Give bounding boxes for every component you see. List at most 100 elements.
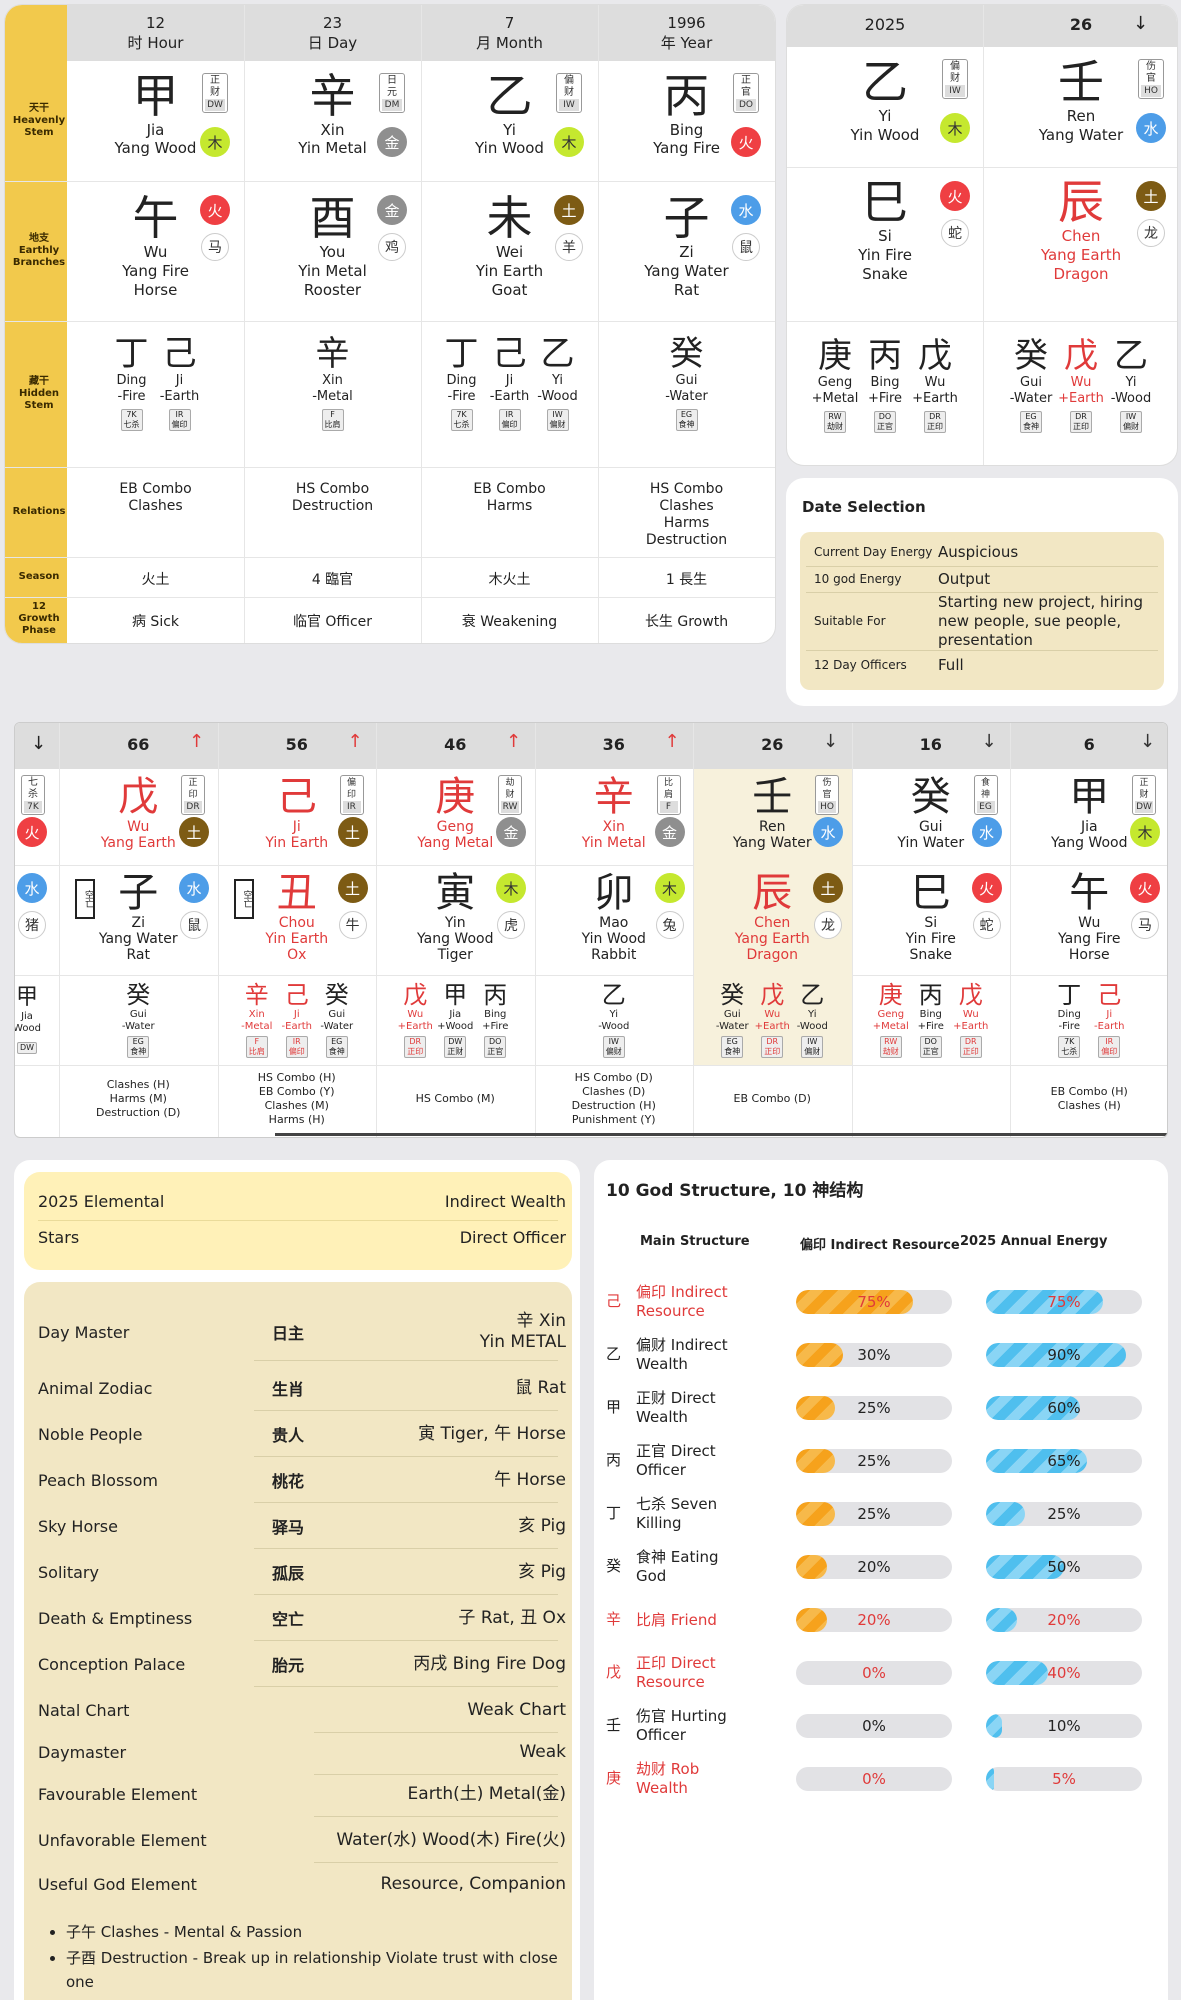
profile-key-zh: 贵人 bbox=[272, 1426, 305, 1445]
earthly-branch: 子 Zi Yang Water Rat bbox=[644, 191, 729, 299]
annual-chart-card: 2025 乙 Yi Yin Wood 偏财 IW 木巳 Si Yin Fire Snake 火蛇庚 G… bbox=[786, 4, 1178, 466]
date-row-value: Full bbox=[938, 655, 964, 674]
element-icon: 水 bbox=[17, 873, 47, 903]
annual-energy-bar: 20% bbox=[986, 1608, 1142, 1632]
profile-value: 辛 Xin Yin METAL bbox=[479, 1311, 566, 1352]
luck-branch: 辰 Chen Yang Earth Dragon bbox=[734, 870, 810, 963]
ten-god-tag: 偏印 IR bbox=[339, 775, 364, 815]
note-item: 午未 EB Combo - Fire bbox=[66, 1996, 566, 2000]
profile-key: Sky Horse bbox=[38, 1516, 118, 1536]
zodiac-icon: 鼠 bbox=[180, 911, 208, 939]
profile-value: 亥 Pig bbox=[518, 1515, 566, 1536]
luck-age: 16 bbox=[919, 735, 942, 754]
god-char: 壬 bbox=[606, 1716, 622, 1734]
hidden-stem: 庚 Geng +Metal RW 劫财 bbox=[811, 336, 859, 433]
luck-relations: EB Combo (D) bbox=[733, 1092, 811, 1105]
element-icon: 火 bbox=[971, 873, 1002, 903]
profile-key-zh: 日主 bbox=[272, 1324, 305, 1343]
row-divider bbox=[314, 1774, 558, 1775]
luck-stem: 戊 Wu Yang Earth bbox=[100, 774, 176, 851]
luck-branch: 卯 Mao Yin Wood Rabbit bbox=[581, 870, 646, 963]
ten-god-tag: 偏财 IW bbox=[556, 73, 582, 113]
arrow-down-icon[interactable]: ↓ bbox=[1133, 13, 1149, 34]
hidden-stem: 戊 Wu +Earth DR 正印 bbox=[397, 981, 433, 1058]
element-icon: 木 bbox=[200, 127, 230, 157]
arrow-down-icon[interactable]: ↓ bbox=[1140, 731, 1156, 752]
ten-god-tag: 正印 DR bbox=[181, 775, 205, 815]
hidden-stem: 丁 Ding -Fire 7K 七杀 bbox=[1057, 981, 1082, 1058]
profile-key-zh: 生肖 bbox=[272, 1380, 305, 1399]
hidden-stem: 辛 Xin -Metal F 比肩 bbox=[241, 981, 273, 1058]
season: 1 長生 bbox=[665, 572, 708, 588]
hidden-stem: 甲 Jia +Wood DW 正财 bbox=[437, 981, 474, 1058]
luck-stem: 己 Ji Yin Earth bbox=[265, 774, 329, 851]
date-row-key: 10 god Energy bbox=[814, 572, 902, 586]
pillar-header: 12 时 Hour bbox=[127, 14, 184, 52]
god-name: 伤官 Hurting Officer bbox=[636, 1707, 727, 1744]
row-divider bbox=[5, 181, 775, 182]
pillar-header: 23 日 Day bbox=[307, 14, 358, 52]
row-divider bbox=[254, 1548, 558, 1549]
date-row-key: Suitable For bbox=[814, 614, 886, 628]
row-divider bbox=[254, 1686, 558, 1687]
god-name: 正印 Direct Resource bbox=[636, 1654, 716, 1691]
profile-value: Water(水) Wood(木) Fire(火) bbox=[336, 1829, 566, 1850]
god-char: 戊 bbox=[606, 1663, 622, 1681]
col-divider bbox=[217, 723, 219, 1137]
date-row-key: Current Day Energy bbox=[814, 545, 933, 559]
luck-branch: 午 Wu Yang Fire Horse bbox=[1058, 870, 1121, 963]
arrow-down-icon[interactable]: ↓ bbox=[31, 733, 47, 754]
god-name: 七杀 Seven Killing bbox=[636, 1495, 718, 1532]
hidden-stem: 戊 Wu +Earth DR 正印 bbox=[754, 981, 790, 1058]
arrow-up-icon[interactable]: ↑ bbox=[506, 731, 522, 752]
indirect-resource-bar: 25% bbox=[796, 1396, 952, 1420]
profile-key-zh: 胎元 bbox=[272, 1656, 305, 1675]
col-divider bbox=[851, 723, 853, 1137]
profile-value: Earth(土) Metal(金) bbox=[407, 1783, 566, 1804]
god-char: 己 bbox=[606, 1292, 622, 1310]
annual-header: 2025 bbox=[864, 15, 906, 34]
col-divider bbox=[59, 723, 60, 1137]
row-label: 藏干 Hidden Stem bbox=[18, 376, 59, 411]
indirect-resource-bar: 0% bbox=[796, 1767, 952, 1791]
hidden-stem: 戊 Wu +Earth DR 正印 bbox=[953, 981, 989, 1058]
row-divider bbox=[5, 557, 775, 558]
earthly-branch: 未 Wei Yin Earth Goat bbox=[475, 191, 544, 299]
luck-pillars-card: ↓ 七杀 7K 火水猪甲 Jia Wood DW 66 ↑ 戊 Wu Yang Earth 正印 DR 土子… bbox=[14, 722, 1168, 1138]
profile-key-zh: 桃花 bbox=[272, 1472, 305, 1491]
element-icon: 水 bbox=[1136, 113, 1166, 143]
row-divider bbox=[15, 865, 1167, 866]
ten-god-tag: 食神 EG bbox=[973, 775, 998, 815]
season: 火土 bbox=[141, 572, 170, 588]
luck-scrollbar[interactable] bbox=[275, 1133, 1167, 1136]
annual-energy-bar: 25% bbox=[986, 1502, 1142, 1526]
element-icon: 木 bbox=[1130, 817, 1160, 847]
zodiac-icon: 羊 bbox=[555, 233, 583, 261]
arrow-up-icon[interactable]: ↑ bbox=[664, 731, 680, 752]
arrow-down-icon[interactable]: ↓ bbox=[981, 731, 997, 752]
date-row-value: Auspicious bbox=[938, 542, 1019, 561]
annual-branch: 辰 Chen Yang Earth Dragon bbox=[1040, 175, 1122, 283]
zodiac-icon: 蛇 bbox=[972, 911, 1001, 939]
element-icon: 木 bbox=[496, 873, 526, 903]
elemental-key: Stars bbox=[38, 1228, 80, 1247]
profile-box bbox=[24, 1282, 572, 2000]
element-icon: 金 bbox=[496, 817, 526, 847]
profile-value: 子 Rat, 丑 Ox bbox=[458, 1607, 566, 1628]
arrow-down-icon[interactable]: ↓ bbox=[823, 731, 839, 752]
god-name: 食神 Eating God bbox=[636, 1548, 719, 1585]
arrow-up-icon[interactable]: ↑ bbox=[347, 731, 363, 752]
arrow-up-icon[interactable]: ↑ bbox=[189, 731, 205, 752]
row-divider bbox=[806, 566, 1158, 567]
hidden-stem: 丁 Ding -Fire 7K 七杀 bbox=[114, 334, 149, 431]
profile-key: Unfavorable Element bbox=[38, 1830, 207, 1850]
ten-god-tag: 正官 DO bbox=[733, 73, 759, 113]
ten-god-tag: 七杀 7K bbox=[21, 775, 45, 815]
annual-header-strip bbox=[787, 5, 1177, 47]
indirect-resource-bar: 0% bbox=[796, 1714, 952, 1738]
luck-age: 6 bbox=[1083, 735, 1095, 754]
element-icon: 金 bbox=[654, 817, 685, 847]
annual-energy-bar: 60% bbox=[986, 1396, 1142, 1420]
ten-god-tag: 偏财 IW bbox=[942, 59, 968, 99]
